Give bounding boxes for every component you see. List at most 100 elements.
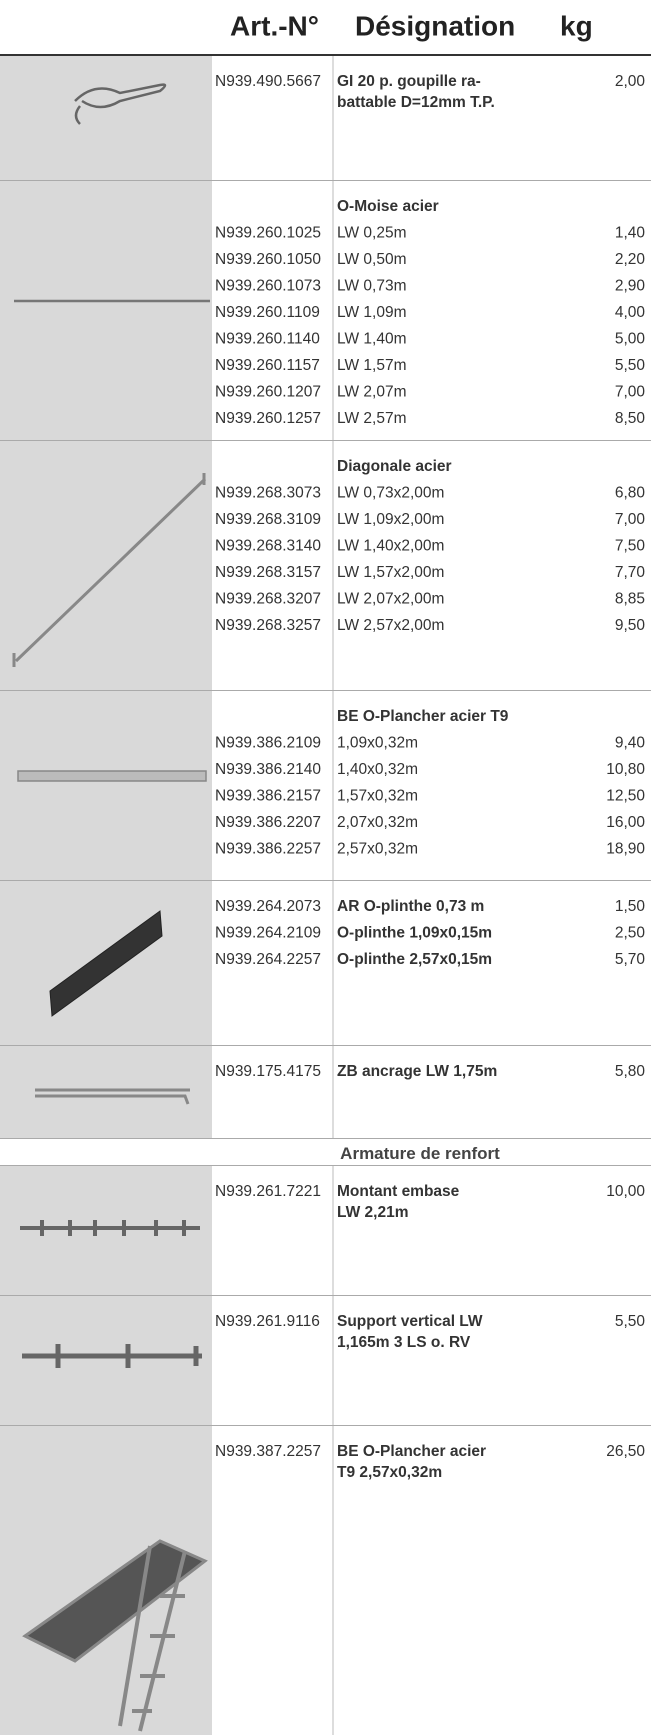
article-number: N939.260.1140 bbox=[215, 331, 320, 348]
price-weight: 16,00 bbox=[606, 814, 645, 831]
price-weight: 10,80 bbox=[606, 761, 645, 778]
price-weight: 26,50 bbox=[606, 1443, 645, 1460]
group-title: Diagonale acier bbox=[337, 458, 452, 475]
price-weight: 5,00 bbox=[615, 331, 646, 348]
price-weight: 4,00 bbox=[615, 304, 646, 321]
article-number: N939.387.2257 bbox=[215, 1443, 321, 1460]
designation: 1,40x0,32m bbox=[337, 761, 418, 778]
image-cell bbox=[0, 1046, 212, 1139]
product-image bbox=[20, 1220, 200, 1236]
product-image bbox=[12, 473, 207, 667]
image-cell bbox=[0, 1296, 212, 1426]
article-number: N939.264.2257 bbox=[215, 951, 321, 968]
article-number: N939.261.9116 bbox=[215, 1313, 320, 1330]
price-weight: 9,40 bbox=[615, 735, 646, 752]
designation: LW 2,07x2,00m bbox=[337, 591, 444, 608]
article-number: N939.264.2073 bbox=[215, 898, 321, 915]
designation: battable D=12mm T.P. bbox=[337, 94, 495, 111]
header-rule bbox=[0, 54, 651, 56]
designation: LW 0,73x2,00m bbox=[337, 485, 444, 502]
article-number: N939.268.3109 bbox=[215, 511, 321, 528]
article-number: N939.260.1073 bbox=[215, 278, 321, 295]
product-image bbox=[74, 83, 167, 125]
column-header: kg bbox=[560, 10, 593, 41]
designation: LW 0,25m bbox=[337, 225, 407, 242]
designation: GI 20 p. goupille ra- bbox=[337, 73, 481, 90]
article-number: N939.386.2257 bbox=[215, 841, 321, 858]
article-number: N939.260.1157 bbox=[215, 357, 320, 374]
article-number: N939.268.3140 bbox=[215, 538, 321, 555]
image-cell bbox=[0, 56, 212, 181]
article-number: N939.260.1257 bbox=[215, 410, 321, 427]
designation: T9 2,57x0,32m bbox=[337, 1464, 442, 1481]
article-number: N939.264.2109 bbox=[215, 925, 321, 942]
designation: LW 2,21m bbox=[337, 1204, 409, 1221]
article-number: N939.386.2207 bbox=[215, 814, 321, 831]
section-heading: Armature de renfort bbox=[340, 1144, 500, 1163]
article-number: N939.386.2140 bbox=[215, 761, 321, 778]
article-number: N939.386.2109 bbox=[215, 735, 321, 752]
price-weight: 10,00 bbox=[606, 1183, 645, 1200]
product-image bbox=[22, 1539, 208, 1663]
designation: LW 1,09m bbox=[337, 304, 407, 321]
designation: BE O-Plancher acier bbox=[337, 1443, 486, 1460]
designation: LW 0,73m bbox=[337, 278, 407, 295]
image-cell bbox=[0, 691, 212, 881]
designation: LW 2,57x2,00m bbox=[337, 617, 444, 634]
designation: 2,57x0,32m bbox=[337, 841, 418, 858]
article-number: N939.260.1050 bbox=[215, 251, 321, 268]
article-number: N939.490.5667 bbox=[215, 73, 321, 90]
price-weight: 2,00 bbox=[615, 73, 646, 90]
article-number: N939.261.7221 bbox=[215, 1183, 321, 1200]
designation: LW 1,40x2,00m bbox=[337, 538, 444, 555]
price-weight: 7,50 bbox=[615, 538, 646, 555]
article-number: N939.268.3207 bbox=[215, 591, 321, 608]
designation: LW 2,07m bbox=[337, 384, 407, 401]
designation: Montant embase bbox=[337, 1183, 460, 1200]
price-weight: 7,00 bbox=[615, 511, 646, 528]
designation: Support vertical LW bbox=[337, 1313, 483, 1330]
image-cell bbox=[0, 181, 212, 441]
image-cell bbox=[0, 1166, 212, 1296]
column-header: Art.-N° bbox=[230, 10, 319, 41]
designation: LW 1,57x2,00m bbox=[337, 564, 444, 581]
price-weight: 1,50 bbox=[615, 898, 646, 915]
image-cell bbox=[0, 441, 212, 691]
price-weight: 2,90 bbox=[615, 278, 646, 295]
designation: 1,165m 3 LS o. RV bbox=[337, 1334, 471, 1351]
price-weight: 6,80 bbox=[615, 485, 646, 502]
column-header: Désignation bbox=[355, 10, 515, 41]
designation: LW 1,09x2,00m bbox=[337, 511, 444, 528]
price-weight: 7,70 bbox=[615, 564, 646, 581]
designation: LW 1,40m bbox=[337, 331, 407, 348]
price-weight: 12,50 bbox=[606, 788, 645, 805]
price-weight: 1,40 bbox=[615, 225, 646, 242]
price-weight: 2,20 bbox=[615, 251, 646, 268]
product-image bbox=[22, 1344, 202, 1368]
product-image bbox=[49, 910, 163, 1017]
price-weight: 2,50 bbox=[615, 925, 646, 942]
article-number: N939.268.3257 bbox=[215, 617, 321, 634]
article-number: N939.260.1207 bbox=[215, 384, 321, 401]
group-title: O-Moise acier bbox=[337, 198, 439, 215]
designation: AR O-plinthe 0,73 m bbox=[337, 898, 484, 915]
designation: 1,57x0,32m bbox=[337, 788, 418, 805]
article-number: N939.268.3073 bbox=[215, 485, 321, 502]
designation: ZB ancrage LW 1,75m bbox=[337, 1063, 497, 1080]
designation: O-plinthe 1,09x0,15m bbox=[337, 925, 492, 942]
designation: 2,07x0,32m bbox=[337, 814, 418, 831]
designation: O-plinthe 2,57x0,15m bbox=[337, 951, 492, 968]
designation: LW 1,57m bbox=[337, 357, 407, 374]
group-title: BE O-Plancher acier T9 bbox=[337, 708, 509, 725]
article-number: N939.268.3157 bbox=[215, 564, 321, 581]
price-weight: 7,00 bbox=[615, 384, 646, 401]
article-number: N939.175.4175 bbox=[215, 1063, 321, 1080]
designation: LW 2,57m bbox=[337, 410, 407, 427]
designation: 1,09x0,32m bbox=[337, 735, 418, 752]
price-weight: 5,50 bbox=[615, 357, 646, 374]
article-number: N939.386.2157 bbox=[215, 788, 321, 805]
price-weight: 8,50 bbox=[615, 410, 646, 427]
product-image bbox=[35, 1088, 190, 1105]
product-image bbox=[118, 1545, 187, 1732]
